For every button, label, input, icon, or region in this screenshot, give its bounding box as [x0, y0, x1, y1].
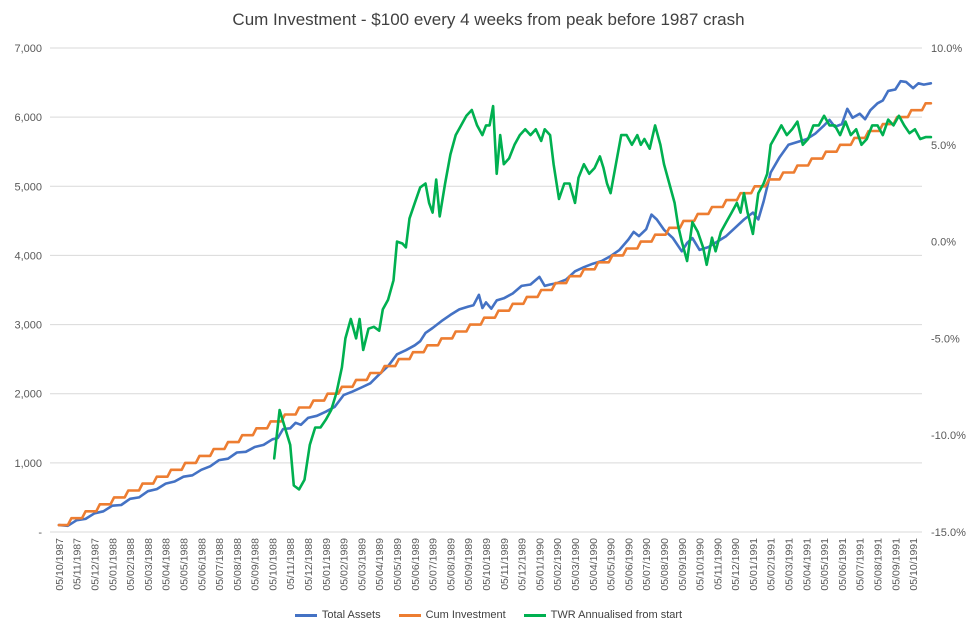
x-tick-label: 05/03/1991: [784, 538, 796, 591]
y2-tick-label: 0.0%: [931, 237, 956, 249]
y2-tick-label: -10.0%: [931, 430, 966, 442]
x-tick-label: 05/10/1988: [267, 538, 279, 591]
legend-swatch-total-assets: [294, 613, 317, 617]
x-tick-label: 05/08/1990: [659, 538, 671, 591]
x-tick-label: 05/11/1988: [285, 538, 297, 590]
x-tick-label: 05/08/1991: [873, 538, 885, 591]
x-tick-label: 05/05/1989: [392, 538, 404, 591]
x-tick-label: 05/09/1990: [677, 538, 689, 591]
x-tick-label: 05/10/1989: [481, 538, 493, 591]
y2-tick-label: -15.0%: [931, 527, 966, 539]
x-tick-label: 05/03/1990: [570, 538, 582, 591]
x-tick-label: 05/07/1989: [428, 538, 440, 591]
legend-label-twr: TWR Annualised from start: [550, 609, 683, 621]
y2-tick-label: 10.0%: [931, 43, 962, 55]
x-tick-label: 05/04/1991: [801, 538, 813, 591]
x-tick-label: 05/03/1989: [356, 538, 368, 591]
x-tick-label: 05/06/1989: [410, 538, 422, 591]
legend-label-cum-investment: Cum Investment: [425, 609, 506, 621]
x-tick-label: 05/11/1989: [499, 538, 511, 590]
y-tick-label: 6,000: [14, 112, 42, 124]
x-tick-label: 05/10/1990: [695, 538, 707, 591]
x-tick-label: 05/05/1990: [606, 538, 618, 591]
x-tick-label: 05/02/1991: [766, 538, 778, 591]
legend-item-cum-investment: Cum Investment: [398, 609, 506, 621]
y2-tick-label: 5.0%: [931, 140, 956, 152]
legend-item-total-assets: Total Assets: [294, 609, 381, 621]
series-line-twr-annualised-from-start: [272, 104, 933, 491]
legend-swatch-cum-investment: [398, 613, 421, 617]
series-line-total-assets: [57, 79, 933, 528]
x-tick-label: 05/05/1991: [819, 538, 831, 591]
x-tick-label: 05/07/1988: [214, 538, 226, 591]
legend-label-total-assets: Total Assets: [321, 609, 381, 621]
x-tick-label: 05/04/1989: [374, 538, 386, 591]
x-tick-label: 05/10/1987: [54, 538, 66, 591]
x-tick-label: 05/04/1988: [161, 538, 173, 591]
x-tick-label: 05/06/1990: [623, 538, 635, 591]
x-tick-label: 05/03/1988: [143, 538, 155, 591]
x-tick-label: 05/09/1988: [250, 538, 262, 591]
x-tick-label: 05/12/1990: [730, 538, 742, 591]
x-tick-label: 05/07/1990: [641, 538, 653, 591]
x-tick-label: 05/09/1989: [463, 538, 475, 591]
x-tick-label: 05/07/1991: [855, 538, 867, 591]
y-tick-label: -: [38, 527, 42, 539]
y-tick-label: 3,000: [14, 320, 42, 332]
y-tick-label: 1,000: [14, 458, 42, 470]
x-tick-label: 05/08/1988: [232, 538, 244, 591]
x-tick-label: 05/08/1989: [445, 538, 457, 591]
chart-legend: Total Assets Cum Investment TWR Annualis…: [0, 609, 977, 621]
y-tick-label: 2,000: [14, 389, 42, 401]
x-tick-label: 05/02/1989: [339, 538, 351, 591]
x-tick-label: 05/05/1988: [178, 538, 190, 591]
x-tick-label: 05/06/1991: [837, 538, 849, 591]
x-tick-label: 05/01/1989: [321, 538, 333, 591]
x-tick-label: 05/02/1990: [552, 538, 564, 591]
y-tick-label: 4,000: [14, 250, 42, 262]
chart-title: Cum Investment - $100 every 4 weeks from…: [232, 10, 745, 29]
legend-swatch-twr: [523, 613, 546, 617]
x-tick-label: 05/04/1990: [588, 538, 600, 591]
y-tick-label: 7,000: [14, 43, 42, 55]
series-line-cum-investment: [57, 102, 933, 527]
y2-tick-label: -5.0%: [931, 333, 960, 345]
x-tick-label: 05/01/1991: [748, 538, 760, 591]
x-tick-label: 05/10/1991: [908, 538, 920, 591]
x-tick-label: 05/01/1988: [107, 538, 119, 591]
x-tick-label: 05/06/1988: [196, 538, 208, 591]
x-tick-label: 05/12/1987: [89, 538, 101, 591]
x-tick-label: 05/02/1988: [125, 538, 137, 591]
x-tick-label: 05/01/1990: [534, 538, 546, 591]
x-tick-label: 05/12/1989: [517, 538, 529, 591]
x-tick-label: 05/09/1991: [890, 538, 902, 591]
x-tick-label: 05/12/1988: [303, 538, 315, 591]
x-tick-label: 05/11/1987: [72, 538, 84, 590]
x-tick-label: 05/11/1990: [712, 538, 724, 590]
legend-item-twr: TWR Annualised from start: [523, 609, 683, 621]
y-tick-label: 5,000: [14, 181, 42, 193]
